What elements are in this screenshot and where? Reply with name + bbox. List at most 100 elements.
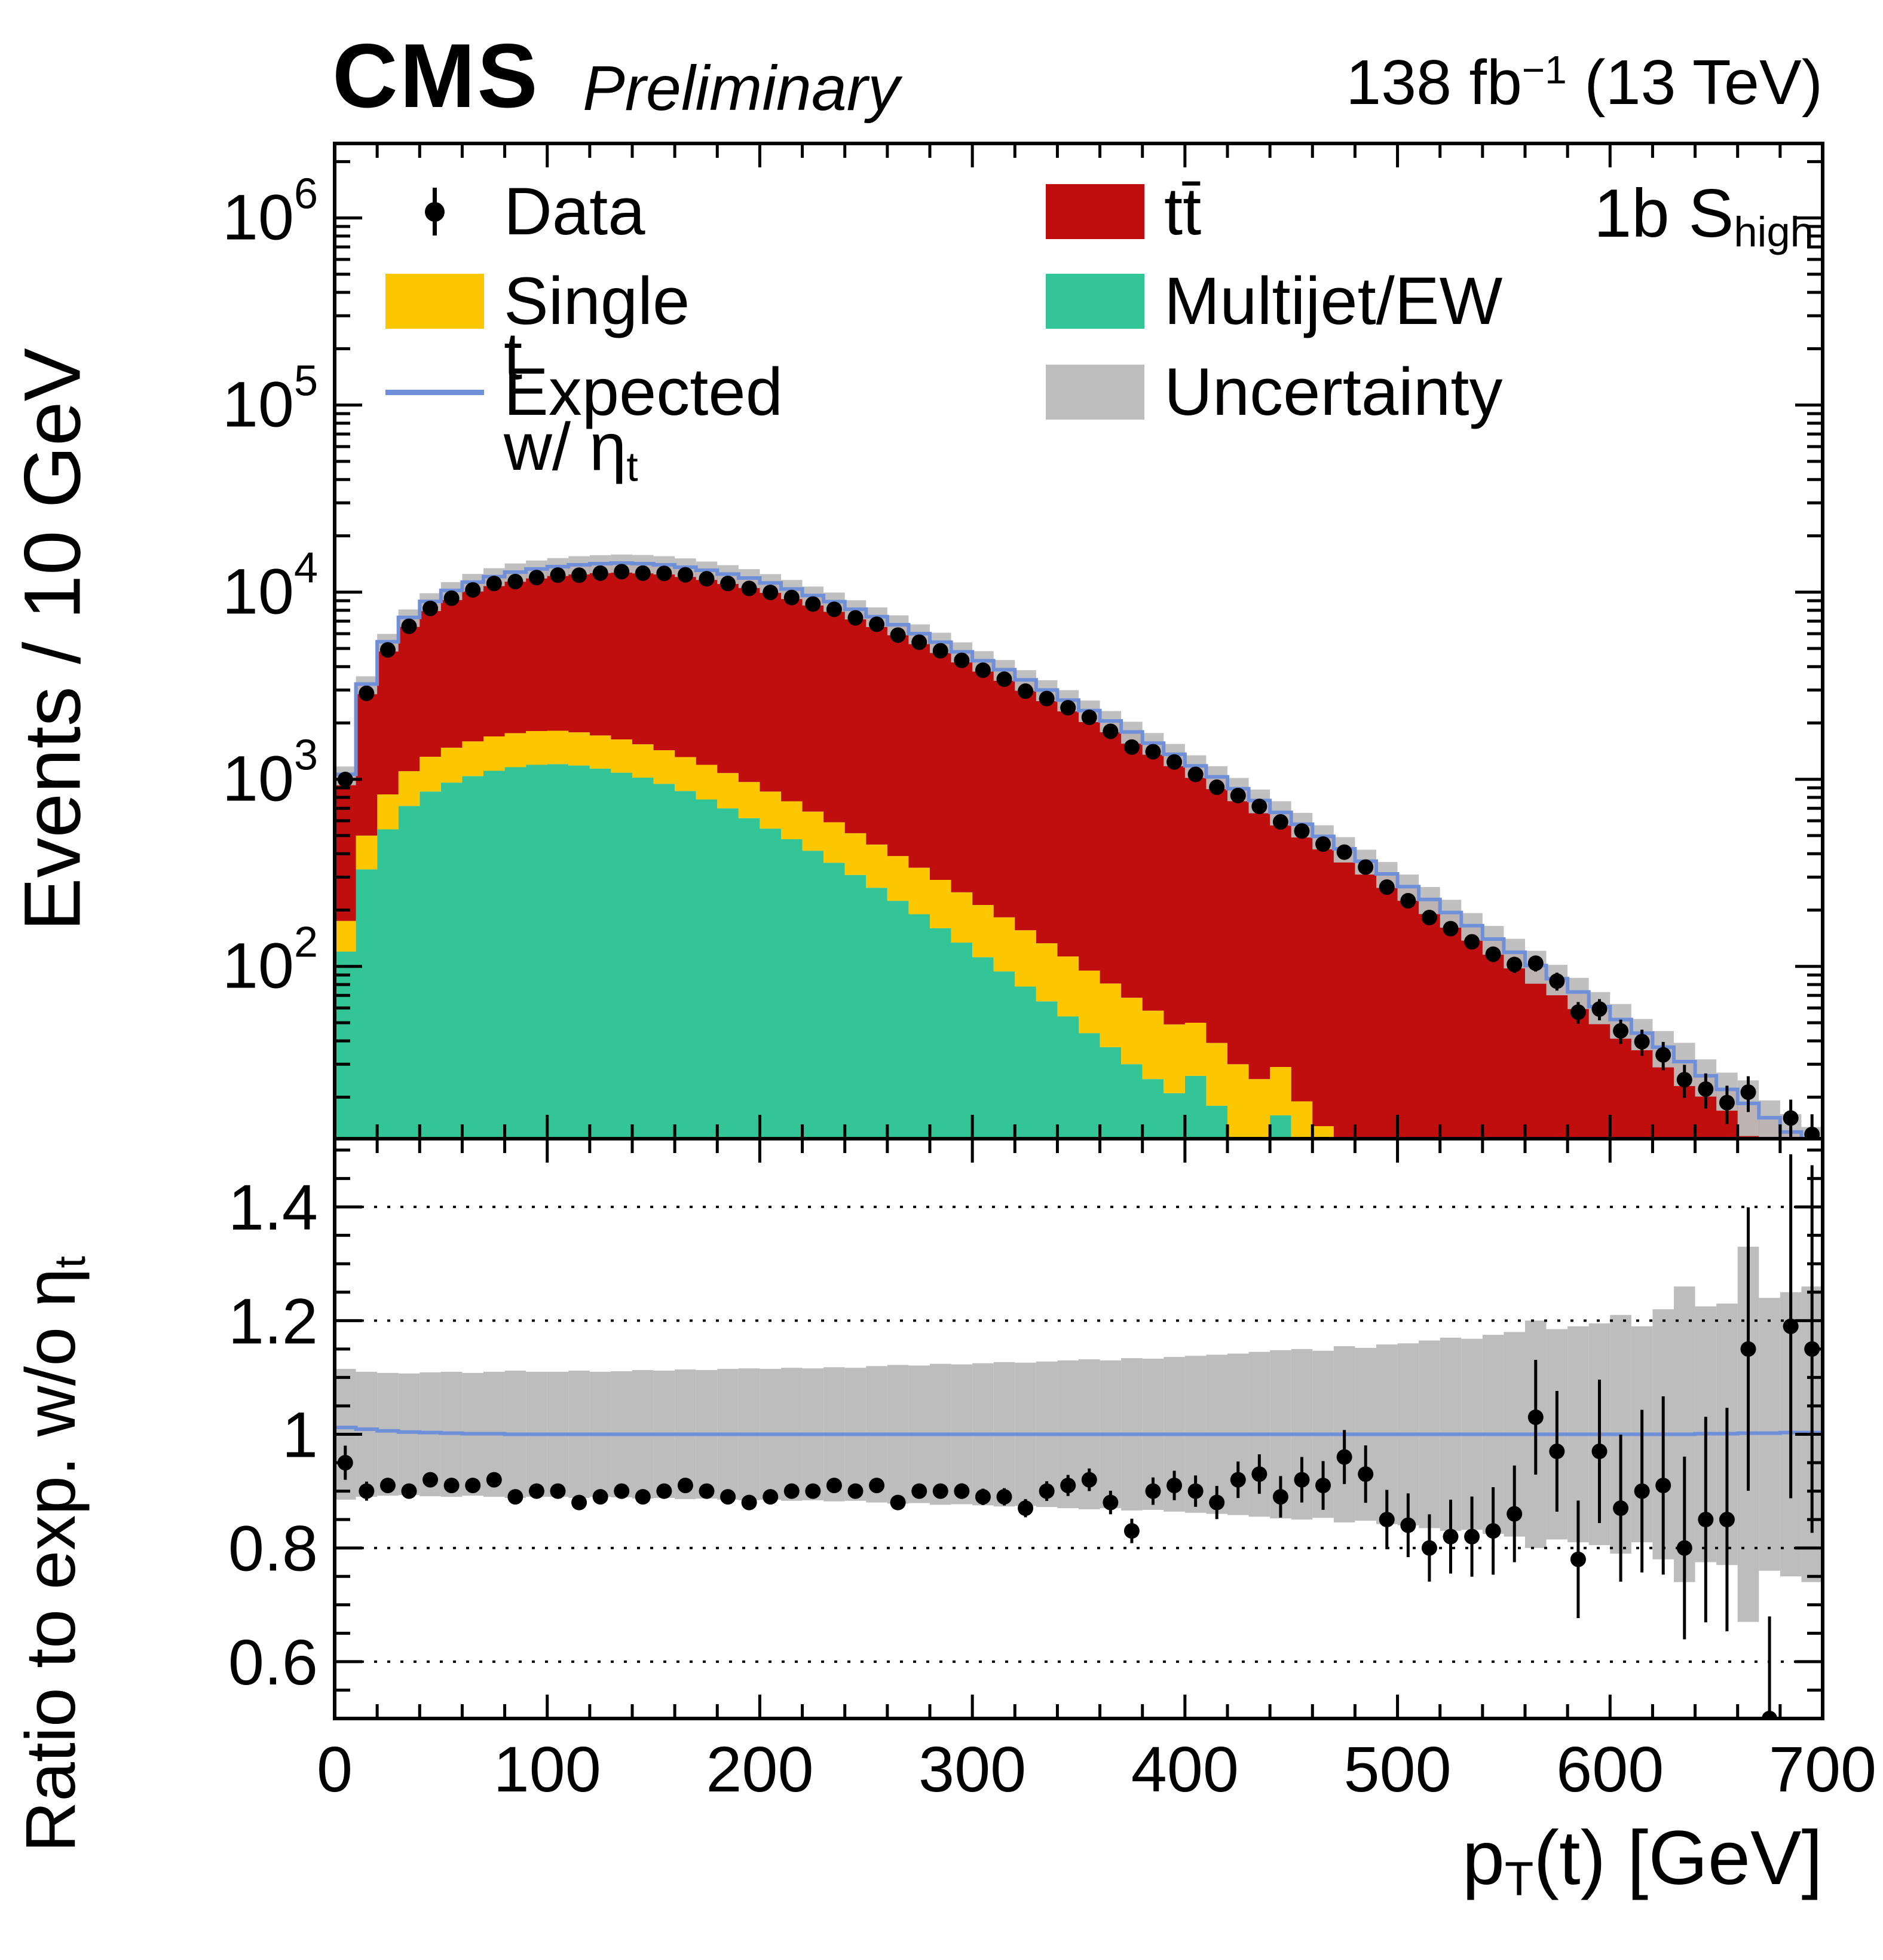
ratio-point — [528, 1483, 544, 1499]
x-tick-label: 100 — [494, 1733, 601, 1805]
y-tick-label: 105 — [222, 357, 318, 441]
ratio-point — [1655, 1478, 1671, 1494]
data-point — [656, 565, 672, 582]
legend-label-uncertainty: Uncertainty — [1164, 359, 1502, 426]
y-tick-label: 102 — [222, 919, 318, 1002]
data-point — [1527, 955, 1544, 971]
ratio-point — [1549, 1444, 1565, 1460]
ratio-point — [1103, 1494, 1119, 1510]
ratio-point — [571, 1494, 587, 1510]
ratio-point — [359, 1483, 375, 1499]
data-point — [443, 590, 460, 606]
data-marker-icon — [385, 184, 484, 239]
data-point — [1443, 921, 1459, 937]
x-axis-title-sub: T — [1504, 1852, 1534, 1906]
legend-text-ttbar: tt̄ — [1164, 174, 1202, 249]
ratio-point — [911, 1483, 927, 1499]
ratio-point — [1740, 1341, 1756, 1357]
data-point — [763, 585, 779, 601]
expected-line-ratio — [335, 1426, 1823, 1436]
data-point — [1740, 1084, 1756, 1100]
x-axis-title-post: (t) [GeV] — [1533, 1815, 1823, 1901]
ratio-point — [1251, 1466, 1267, 1482]
expected-line-top — [335, 561, 1823, 1139]
ratio-point — [1676, 1540, 1692, 1556]
legend-text-data: Data — [504, 174, 645, 249]
ratio-point — [890, 1494, 906, 1510]
ratio-point — [847, 1483, 864, 1499]
region-label: 1b Shigh — [1594, 175, 1814, 256]
ratio-point — [1634, 1483, 1650, 1499]
ratio-point — [465, 1478, 481, 1494]
ratio-point — [1315, 1478, 1331, 1494]
ratio-point — [1400, 1517, 1416, 1533]
ratio-point — [1081, 1472, 1097, 1488]
ratio-point — [1762, 1711, 1778, 1719]
axis-frame-ratio — [333, 1137, 1824, 1720]
ratio-point — [635, 1489, 651, 1505]
x-axis-title: pT(t) [GeV] — [1462, 1814, 1823, 1906]
x-tick-label: 200 — [706, 1733, 813, 1805]
data-point — [1464, 934, 1480, 950]
ratio-point — [1783, 1318, 1799, 1334]
ratio-point — [1018, 1500, 1034, 1516]
ratio-point — [783, 1483, 800, 1499]
x-axis-title-p: p — [1462, 1815, 1505, 1901]
ratio-point — [443, 1478, 460, 1494]
status-label: Preliminary — [583, 53, 899, 125]
ratio-point — [1443, 1528, 1459, 1545]
x-tick-label: 300 — [918, 1733, 1026, 1805]
expected-line-icon — [385, 390, 484, 395]
region-sub: high — [1734, 208, 1814, 256]
data-point — [1507, 956, 1523, 973]
axes: 0 100 200 300 400 500 600 700 102 103 104 105 106 0.6… — [222, 142, 1876, 1805]
ratio-point — [422, 1472, 439, 1488]
uncertainty-rect — [1759, 1100, 1780, 1139]
data-points-top — [337, 564, 1820, 1139]
ratio-point — [614, 1483, 630, 1499]
data-point — [592, 565, 608, 581]
ratio-point — [507, 1489, 523, 1505]
ratio-point — [1591, 1444, 1608, 1460]
ratio-point — [720, 1489, 736, 1505]
ratio-point — [379, 1478, 396, 1494]
y-axis-title-text: Events / 10 GeV — [8, 348, 97, 931]
status-text: Preliminary — [583, 53, 900, 124]
ratio-point — [1379, 1512, 1395, 1528]
ratio-tick-label: 1.2 — [228, 1285, 318, 1357]
data-point — [847, 610, 864, 626]
data-point — [550, 567, 566, 583]
data-point — [911, 634, 927, 650]
ratio-uncertainty-rect — [377, 1372, 399, 1496]
lumi-exponent: −1 — [1521, 48, 1567, 92]
x-tick-label: 600 — [1556, 1733, 1664, 1805]
ratio-point — [656, 1483, 672, 1499]
data-point — [1145, 744, 1161, 760]
region-pre: 1b S — [1593, 176, 1734, 252]
x-tick-label: 700 — [1769, 1733, 1876, 1805]
legend-text-singlet: Single t — [504, 264, 690, 393]
ratio-point — [1230, 1472, 1246, 1488]
data-point — [1783, 1110, 1799, 1126]
ratio-point — [699, 1483, 715, 1499]
ratio-point — [677, 1478, 693, 1494]
data-point — [932, 643, 948, 659]
data-point — [1018, 683, 1034, 699]
x-tick-label: 500 — [1343, 1733, 1451, 1805]
legend-label-singlet: Single t — [504, 268, 690, 390]
legend-swatch-uncertainty — [1046, 365, 1144, 420]
data-point — [1591, 1001, 1608, 1017]
data-point — [1719, 1094, 1735, 1111]
ratio-point — [1464, 1528, 1480, 1545]
legend-text-expected-sub: t — [626, 443, 638, 490]
ratio-point — [1485, 1523, 1501, 1539]
ratio-point — [763, 1489, 779, 1505]
legend-swatch-singlet — [385, 274, 484, 329]
data-point — [1336, 844, 1352, 860]
y-axis-title: Events / 10 GeV — [7, 348, 99, 931]
data-point — [890, 627, 906, 643]
lumi-pre: 138 fb — [1346, 47, 1522, 118]
data-point — [1209, 779, 1225, 796]
data-point — [1081, 710, 1097, 726]
